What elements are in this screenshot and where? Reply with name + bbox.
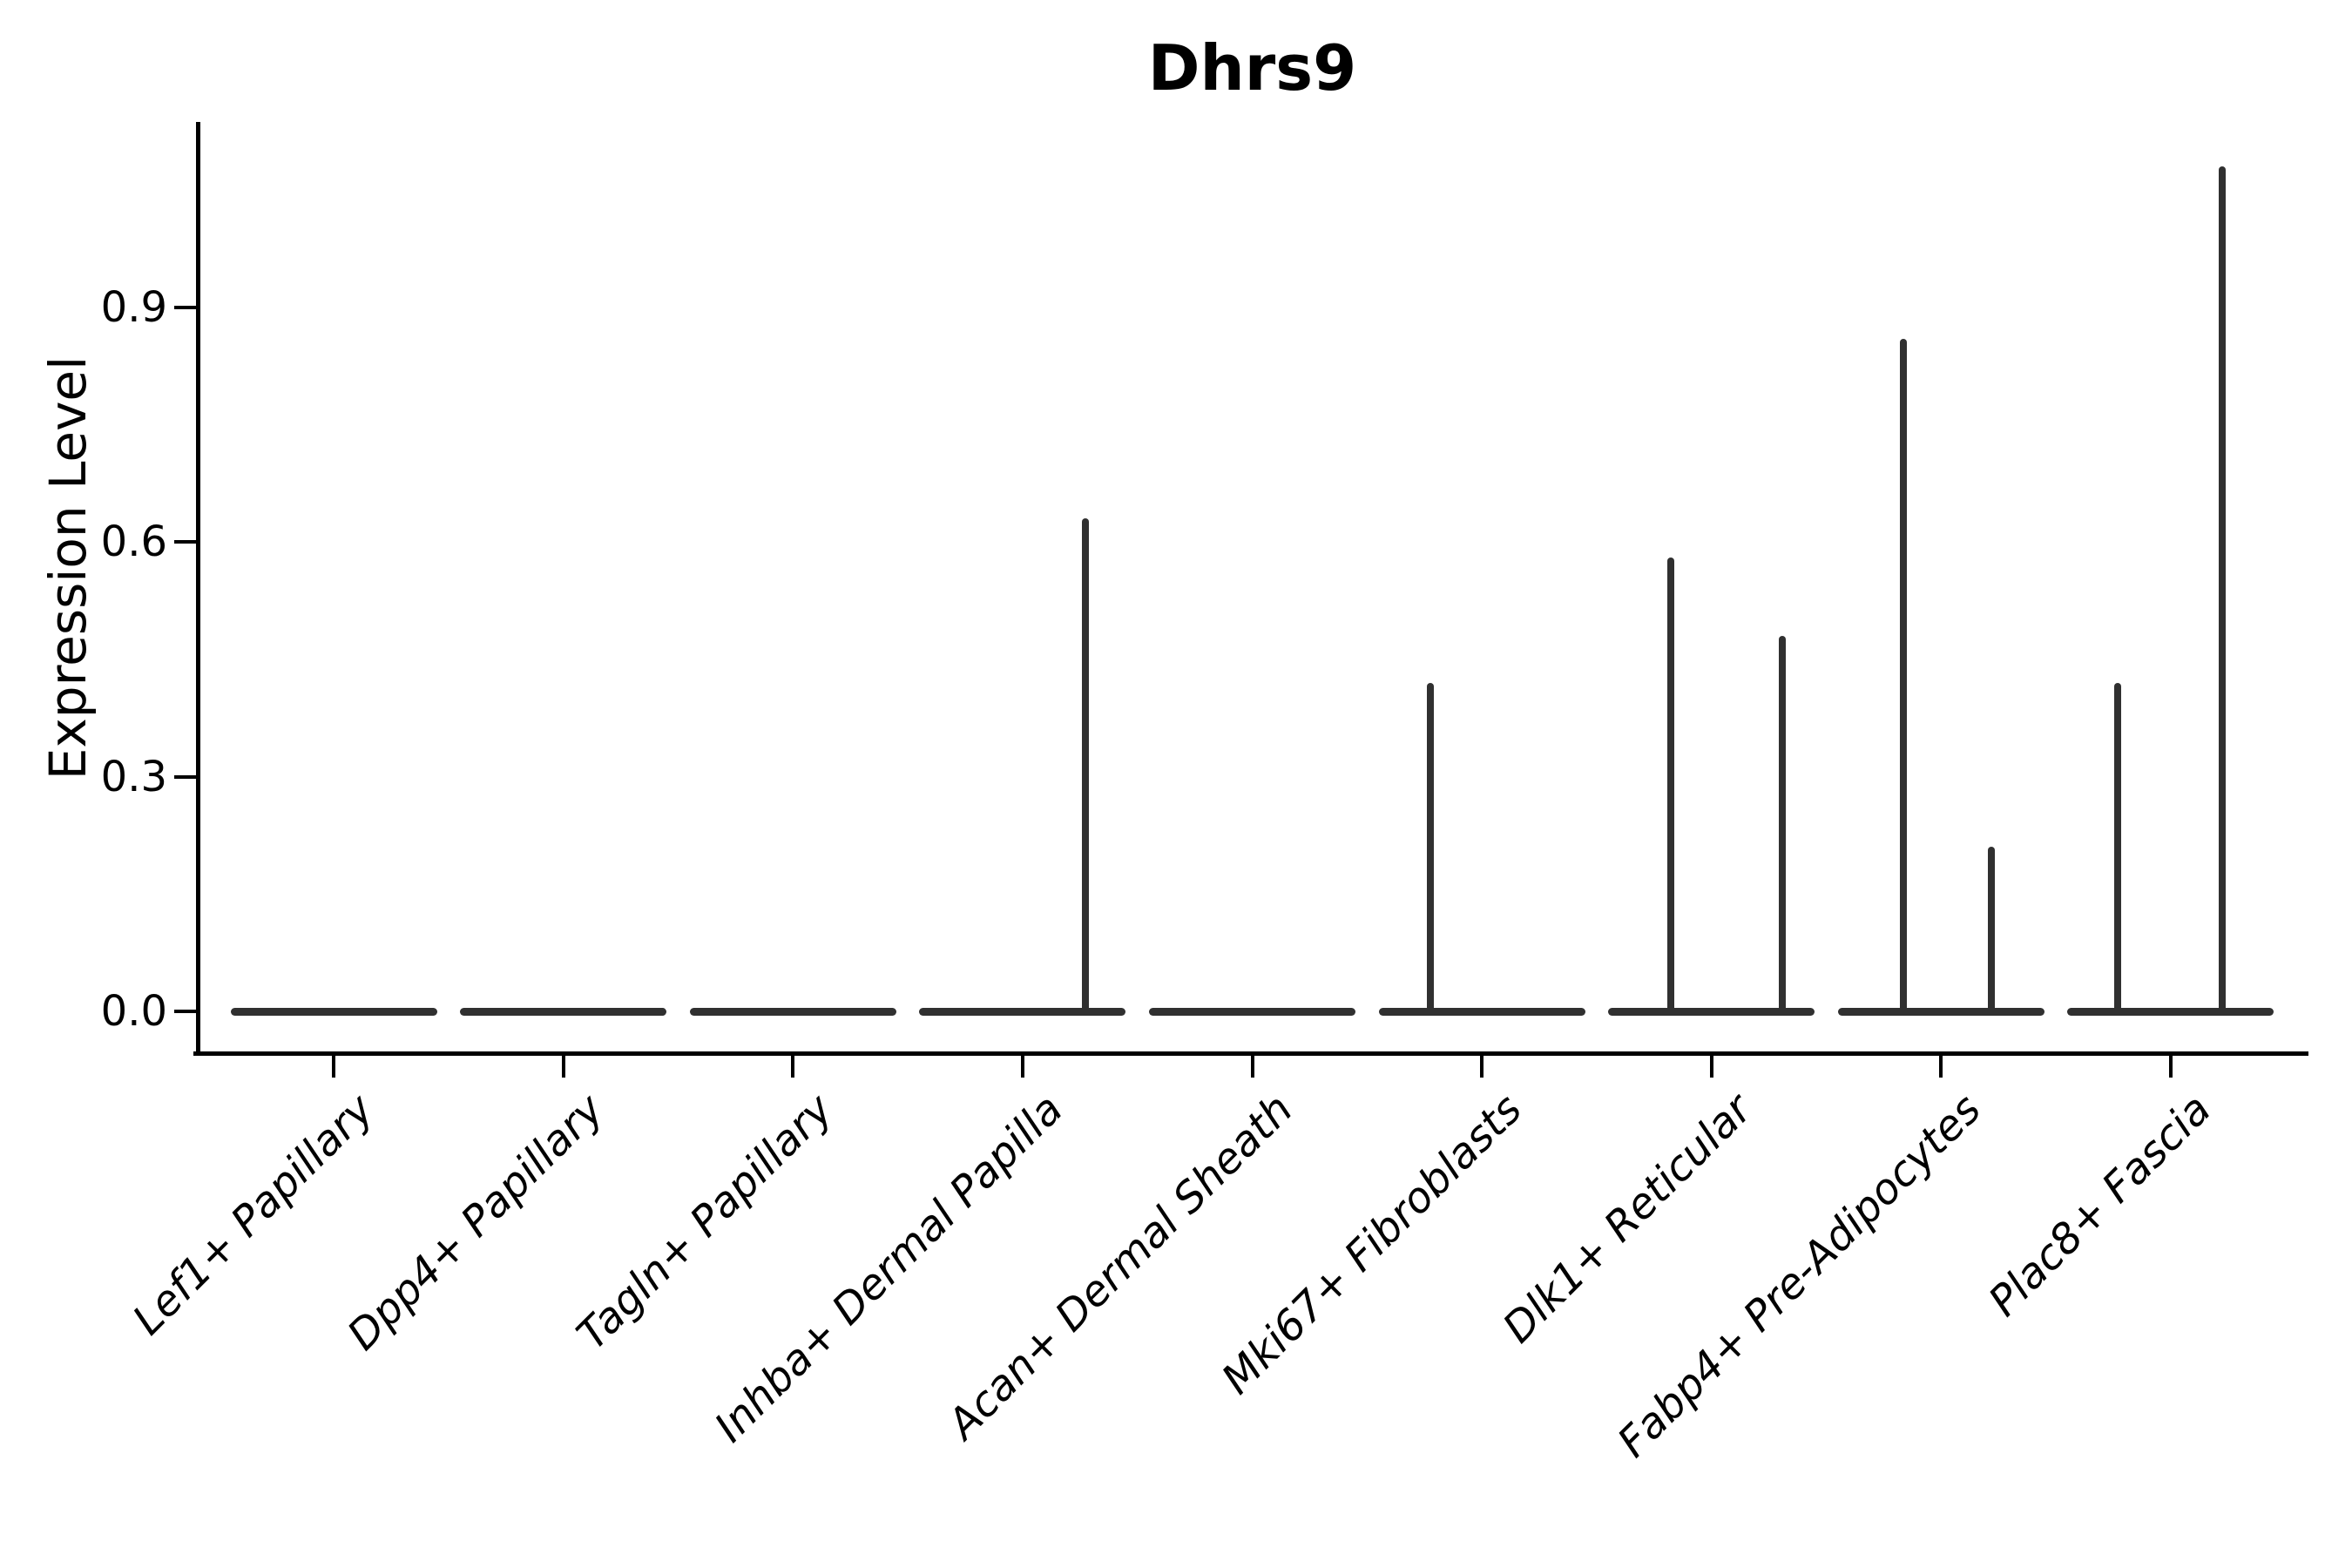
- violin-baseline: [2067, 1007, 2274, 1016]
- plot-title: Dhrs9: [1147, 31, 1357, 105]
- y-tick-label: 0.9: [100, 282, 167, 332]
- y-tick-label: 0.0: [100, 987, 167, 1036]
- x-tick: [1020, 1056, 1024, 1078]
- expression-spike: [1666, 558, 1674, 1014]
- y-tick: [174, 540, 196, 544]
- x-tick: [1939, 1056, 1943, 1078]
- y-axis-spine: [196, 122, 200, 1056]
- x-tick: [1250, 1056, 1254, 1078]
- expression-spike: [1081, 518, 1089, 1014]
- violin-baseline: [1837, 1007, 2044, 1016]
- expression-spike: [1778, 635, 1786, 1014]
- x-axis-spine: [193, 1051, 2308, 1056]
- y-tick: [174, 1010, 196, 1013]
- x-tick: [332, 1056, 336, 1078]
- y-tick-label: 0.6: [100, 517, 167, 567]
- y-tick: [174, 305, 196, 309]
- x-tick: [1480, 1056, 1484, 1078]
- violin-baseline: [1149, 1007, 1355, 1016]
- x-tick: [791, 1056, 795, 1078]
- violin-baseline: [230, 1007, 437, 1016]
- violin-baseline: [919, 1007, 1126, 1016]
- expression-spike: [2218, 166, 2226, 1014]
- x-tick: [1709, 1056, 1713, 1078]
- y-tick-label: 0.3: [100, 752, 167, 801]
- y-tick: [174, 774, 196, 779]
- expression-spike: [1988, 847, 1996, 1014]
- x-tick: [561, 1056, 565, 1078]
- violin-baseline: [689, 1007, 896, 1016]
- expression-spike: [2113, 682, 2121, 1014]
- x-tick: [2168, 1056, 2173, 1078]
- violin-baseline: [1378, 1007, 1585, 1016]
- violin-baseline: [1608, 1007, 1815, 1016]
- violin-baseline: [460, 1007, 667, 1016]
- expression-spike: [1427, 682, 1435, 1014]
- expression-spike: [1900, 338, 1908, 1014]
